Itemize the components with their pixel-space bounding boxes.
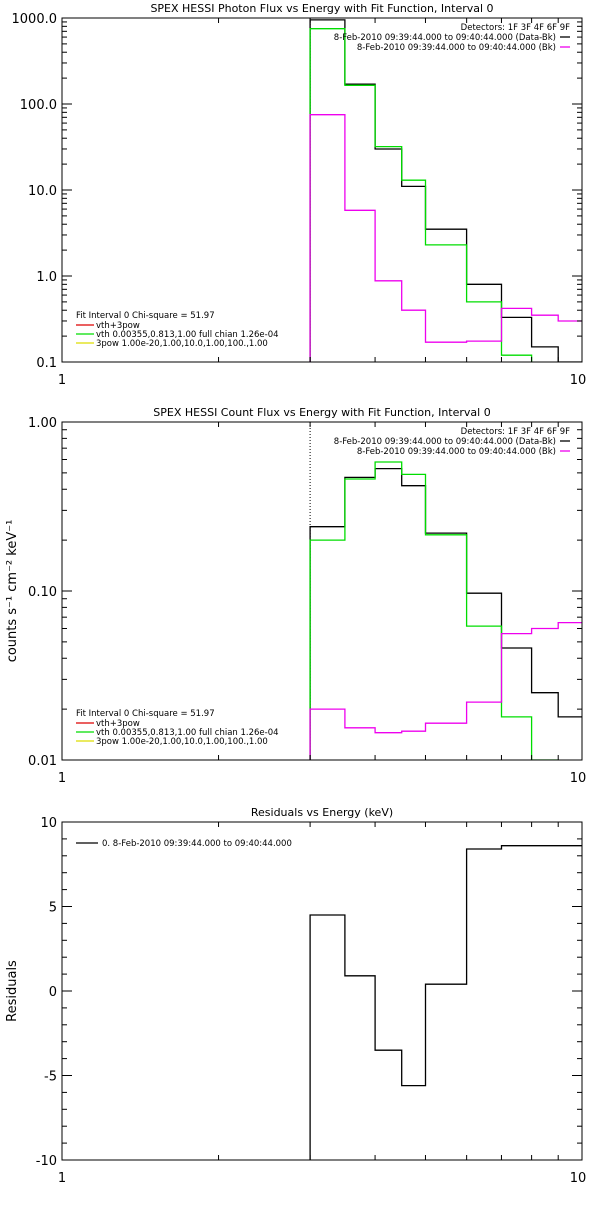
x-tick-label: 10 bbox=[570, 771, 587, 786]
x-tick-label: 1 bbox=[58, 373, 66, 388]
legend-top-entry: 8-Feb-2010 09:39:44.000 to 09:40:44.000 … bbox=[357, 43, 556, 53]
plot-frame bbox=[61, 821, 583, 1161]
y-tick-label: -5 bbox=[44, 1070, 57, 1085]
legend-fit-entry: vth+3pow bbox=[96, 719, 140, 729]
plot-frame bbox=[61, 421, 583, 761]
y-tick-label: 10 bbox=[40, 816, 57, 831]
legend-entry: 0. 8-Feb-2010 09:39:44.000 to 09:40:44.0… bbox=[102, 839, 292, 849]
y-axis-label: Residuals bbox=[5, 960, 20, 1022]
chart-2: SPEX HESSI Count Flux vs Energy with Fit… bbox=[5, 406, 586, 786]
legend-fit-entry: 3pow 1.00e-20,1.00,10.0,1.00,100.,1.00 bbox=[96, 737, 268, 747]
x-tick-label: 10 bbox=[570, 373, 587, 388]
chart-title: SPEX HESSI Photon Flux vs Energy with Fi… bbox=[150, 2, 493, 15]
y-tick-label: 10.0 bbox=[28, 184, 57, 199]
y-tick-label: 1000.0 bbox=[12, 12, 58, 27]
legend-fit-entry: 3pow 1.00e-20,1.00,10.0,1.00,100.,1.00 bbox=[96, 339, 268, 349]
legend-fit-entry: vth 0.00355,0.813,1.00 full chian 1.26e-… bbox=[96, 330, 279, 340]
y-tick-label: 0.1 bbox=[36, 356, 57, 371]
legend-fit-entry: vth 0.00355,0.813,1.00 full chian 1.26e-… bbox=[96, 728, 279, 738]
data-layer bbox=[309, 422, 582, 760]
series-line-3 bbox=[309, 114, 582, 362]
legend-top-entry: Detectors: 1F 3F 4F 6F 9F bbox=[461, 23, 570, 33]
chart-title: Residuals vs Energy (keV) bbox=[251, 806, 393, 819]
data-layer bbox=[309, 845, 582, 1160]
y-tick-label: 0.10 bbox=[28, 585, 57, 600]
legend-top-entry: 8-Feb-2010 09:39:44.000 to 09:40:44.000 … bbox=[357, 447, 556, 457]
legend-fit-header: Fit Interval 0 Chi-square = 51.97 bbox=[76, 709, 215, 719]
legend-fit-entry: vth+3pow bbox=[96, 321, 140, 331]
y-tick-label: 1.0 bbox=[36, 270, 57, 285]
x-tick-label: 10 bbox=[570, 1171, 587, 1186]
series-line-1 bbox=[309, 467, 582, 760]
y-tick-label: 1.00 bbox=[28, 416, 57, 431]
legend-top-entry: Detectors: 1F 3F 4F 6F 9F bbox=[461, 427, 570, 437]
chart-3: Residuals vs Energy (keV) 1 10 -10 -5 0 5 10 Res… bbox=[5, 806, 586, 1186]
plot-frame bbox=[61, 17, 583, 363]
y-tick-label: 100.0 bbox=[20, 98, 57, 113]
legend-top-entry: 8-Feb-2010 09:39:44.000 to 09:40:44.000 … bbox=[334, 437, 556, 447]
series-line-1 bbox=[309, 845, 582, 1160]
data-layer bbox=[309, 18, 582, 362]
y-tick-label: 0.01 bbox=[28, 754, 57, 769]
chart-title: SPEX HESSI Count Flux vs Energy with Fit… bbox=[153, 406, 490, 419]
y-axis-label: counts s⁻¹ cm⁻² keV⁻¹ bbox=[5, 520, 20, 663]
y-tick-label: 5 bbox=[49, 901, 57, 916]
x-tick-label: 1 bbox=[58, 1171, 66, 1186]
y-tick-label: 0 bbox=[49, 985, 57, 1000]
x-tick-label: 1 bbox=[58, 771, 66, 786]
series-line-2 bbox=[309, 461, 559, 760]
y-tick-label: -10 bbox=[36, 1154, 57, 1169]
series-line-2 bbox=[309, 28, 533, 362]
chart-1: SPEX HESSI Photon Flux vs Energy with Fi… bbox=[12, 2, 587, 388]
legend-fit-header: Fit Interval 0 Chi-square = 51.97 bbox=[76, 311, 215, 321]
legend-top-entry: 8-Feb-2010 09:39:44.000 to 09:40:44.000 … bbox=[334, 33, 556, 43]
series-line-3 bbox=[309, 621, 582, 760]
